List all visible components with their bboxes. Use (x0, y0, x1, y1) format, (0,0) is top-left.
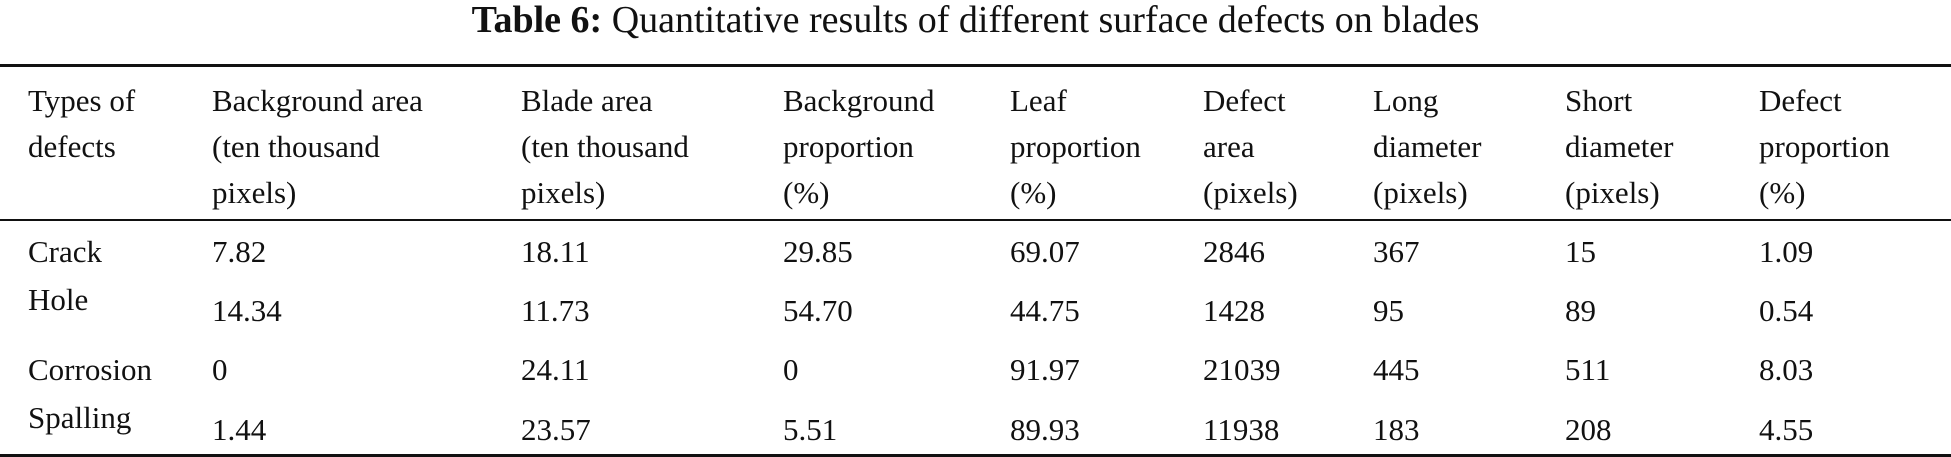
table-caption-label: Table 6: (471, 0, 603, 41)
table-cell: 89.93 (1010, 412, 1080, 447)
table-cell: 29.85 (783, 234, 853, 269)
header-short-diameter: Short diameter (pixels) (1565, 83, 1674, 210)
table-cell: 5.51 (783, 412, 838, 447)
table-cell: 11.73 (521, 293, 590, 328)
table-cell: 1428 (1203, 293, 1265, 328)
table-caption: Table 6: Quantitative results of differe… (0, 0, 1951, 40)
table-cell: 367 (1373, 234, 1420, 269)
table-header-rule (0, 219, 1951, 221)
header-types-of-defects: Types of defects (28, 83, 136, 164)
row-label-spalling: Spalling (28, 400, 132, 435)
header-blade-area: Blade area (ten thousand pixels) (521, 83, 689, 210)
header-background-proportion: Background proportion (%) (783, 83, 935, 210)
table-cell: 445 (1373, 352, 1420, 387)
header-background-area: Background area (ten thousand pixels) (212, 83, 423, 210)
table-cell: 89 (1565, 293, 1596, 328)
table-cell: 1.09 (1759, 234, 1814, 269)
table-cell: 0 (212, 352, 228, 387)
table-cell: 183 (1373, 412, 1420, 447)
table-cell: 2846 (1203, 234, 1265, 269)
table-cell: 0 (783, 352, 799, 387)
table-cell: 208 (1565, 412, 1612, 447)
table-cell: 69.07 (1010, 234, 1080, 269)
table-cell: 44.75 (1010, 293, 1080, 328)
table-cell: 21039 (1203, 352, 1281, 387)
table-cell: 11938 (1203, 412, 1280, 447)
table-top-rule (0, 64, 1951, 67)
header-defect-proportion: Defect proportion (%) (1759, 83, 1890, 210)
table-cell: 23.57 (521, 412, 591, 447)
header-defect-area: Defect area (pixels) (1203, 83, 1298, 210)
table-cell: 0.54 (1759, 293, 1814, 328)
table-bottom-rule (0, 454, 1951, 457)
table-cell: 24.11 (521, 352, 590, 387)
table-cell: 95 (1373, 293, 1404, 328)
row-label-crack: Crack (28, 234, 103, 269)
row-label-hole: Hole (28, 282, 89, 317)
table-cell: 8.03 (1759, 352, 1814, 387)
table-cell: 91.97 (1010, 352, 1080, 387)
table-cell: 18.11 (521, 234, 590, 269)
table-cell: 15 (1565, 234, 1596, 269)
header-leaf-proportion: Leaf proportion (%) (1010, 83, 1141, 210)
table-cell: 14.34 (212, 293, 282, 328)
table-cell: 511 (1565, 352, 1611, 387)
table-cell: 7.82 (212, 234, 267, 269)
row-label-corrosion: Corrosion (28, 352, 152, 387)
table-cell: 4.55 (1759, 412, 1814, 447)
table-cell: 1.44 (212, 412, 267, 447)
header-long-diameter: Long diameter (pixels) (1373, 83, 1482, 210)
table-cell: 54.70 (783, 293, 853, 328)
table-caption-text: Quantitative results of different surfac… (611, 0, 1480, 41)
